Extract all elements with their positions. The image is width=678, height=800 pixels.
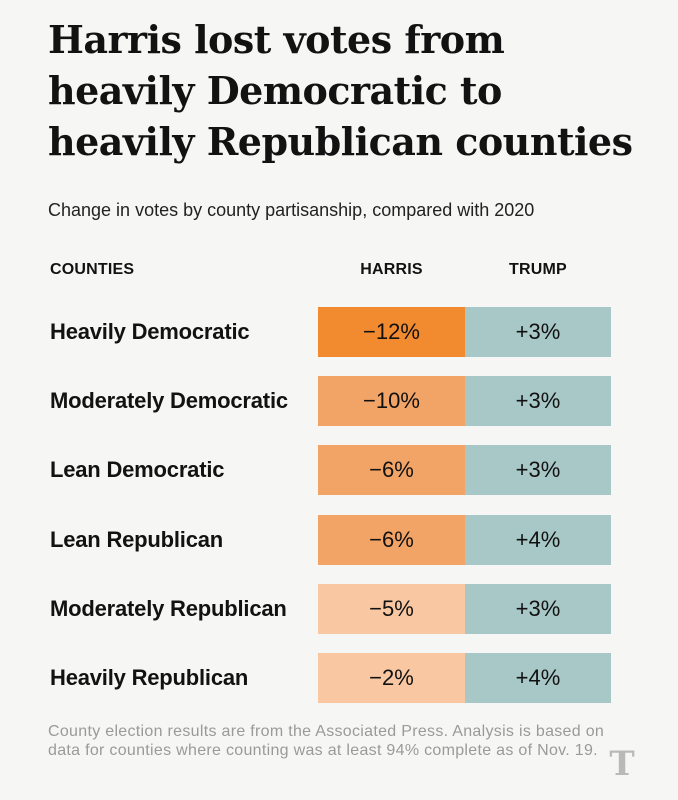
trump-cell: +4% bbox=[465, 653, 611, 703]
chart-subtitle: Change in votes by county partisanship, … bbox=[48, 200, 535, 220]
harris-cell: −2% bbox=[318, 653, 465, 703]
column-header-trump: TRUMP bbox=[509, 261, 567, 278]
county-label: Heavily Democratic bbox=[50, 319, 250, 344]
trump-cell: +3% bbox=[465, 445, 611, 495]
trump-cell: +3% bbox=[465, 584, 611, 634]
publisher-logo: T bbox=[609, 744, 635, 784]
county-label: Lean Democratic bbox=[50, 457, 225, 482]
table-row: Heavily Democratic −12% +3% bbox=[0, 307, 678, 357]
table-row: Moderately Republican −5% +3% bbox=[0, 584, 678, 634]
table-row: Lean Republican −6% +4% bbox=[0, 515, 678, 565]
trump-cell: +3% bbox=[465, 376, 611, 426]
column-header-harris: HARRIS bbox=[360, 261, 423, 278]
source-note: County election results are from the Ass… bbox=[48, 723, 605, 759]
harris-cell: −12% bbox=[318, 307, 465, 357]
table-row: Moderately Democratic −10% +3% bbox=[0, 376, 678, 426]
harris-cell: −10% bbox=[318, 376, 465, 426]
trump-cell: +4% bbox=[465, 515, 611, 565]
county-label: Heavily Republican bbox=[50, 665, 249, 690]
county-label: Moderately Republican bbox=[50, 596, 287, 621]
table-row: Lean Democratic −6% +3% bbox=[0, 445, 678, 495]
harris-cell: −6% bbox=[318, 515, 465, 565]
harris-cell: −6% bbox=[318, 445, 465, 495]
column-header-counties: COUNTIES bbox=[50, 261, 135, 278]
county-label: Moderately Democratic bbox=[50, 388, 288, 413]
county-label: Lean Republican bbox=[50, 527, 224, 552]
chart-title: Harris lost votes from heavily Democrati… bbox=[48, 17, 633, 164]
harris-cell: −5% bbox=[318, 584, 465, 634]
trump-cell: +3% bbox=[465, 307, 611, 357]
table-row: Heavily Republican −2% +4% bbox=[0, 653, 678, 703]
